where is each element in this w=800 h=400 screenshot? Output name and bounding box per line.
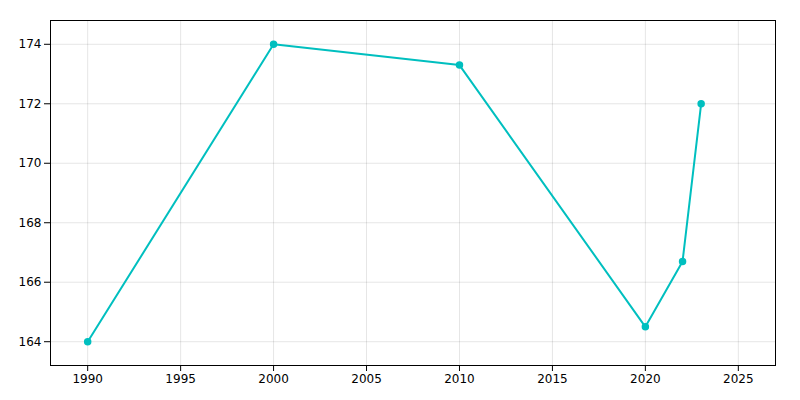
svg-text:172: 172 [19, 97, 42, 111]
svg-text:2010: 2010 [444, 372, 475, 386]
svg-text:2025: 2025 [723, 372, 754, 386]
svg-text:1990: 1990 [72, 372, 103, 386]
svg-text:170: 170 [19, 156, 42, 170]
svg-text:174: 174 [19, 37, 42, 51]
svg-text:2000: 2000 [258, 372, 289, 386]
svg-text:164: 164 [19, 335, 42, 349]
svg-text:166: 166 [19, 275, 42, 289]
svg-text:2020: 2020 [630, 372, 661, 386]
svg-text:1995: 1995 [165, 372, 196, 386]
svg-text:2015: 2015 [537, 372, 568, 386]
svg-text:2005: 2005 [351, 372, 382, 386]
svg-text:168: 168 [19, 216, 42, 230]
